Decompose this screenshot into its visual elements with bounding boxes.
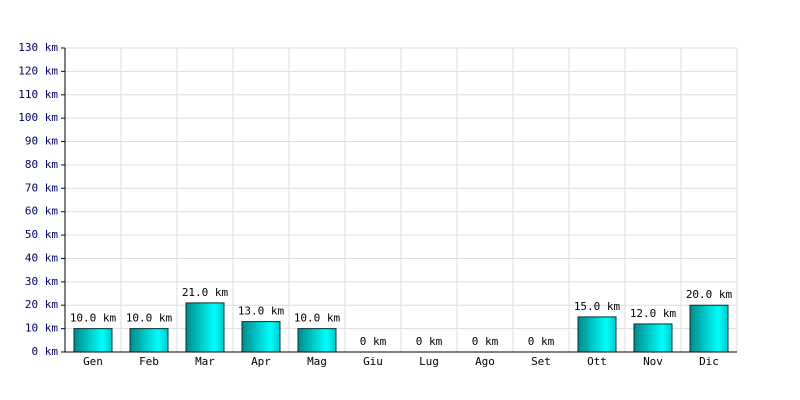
bar — [633, 323, 673, 353]
x-tick-label: Dic — [699, 355, 719, 368]
value-label: 10.0 km — [126, 312, 173, 325]
y-tick-label: 120 km — [18, 64, 58, 77]
value-label: 0 km — [528, 335, 555, 348]
y-tick-label: 60 km — [25, 205, 58, 218]
bar — [689, 304, 729, 353]
y-tick-label: 110 km — [18, 88, 58, 101]
x-tick-label: Nov — [643, 355, 663, 368]
value-label: 10.0 km — [294, 312, 341, 325]
y-tick-label: 130 km — [18, 41, 58, 54]
value-label: 15.0 km — [574, 300, 621, 313]
x-tick-label: Ott — [587, 355, 607, 368]
y-tick-label: 0 km — [32, 345, 59, 358]
bar — [241, 321, 281, 353]
value-label: 12.0 km — [630, 307, 677, 320]
value-label: 0 km — [360, 335, 387, 348]
x-tick-label: Giu — [363, 355, 383, 368]
x-tick-label: Lug — [419, 355, 439, 368]
value-label: 0 km — [472, 335, 499, 348]
bar — [297, 328, 337, 353]
y-tick-label: 10 km — [25, 322, 58, 335]
x-tick-label: Feb — [139, 355, 159, 368]
y-tick-label: 80 km — [25, 158, 58, 171]
value-label: 20.0 km — [686, 288, 733, 301]
value-label: 0 km — [416, 335, 443, 348]
y-tick-label: 50 km — [25, 228, 58, 241]
value-label: 10.0 km — [70, 312, 117, 325]
y-tick-label: 70 km — [25, 181, 58, 194]
y-tick-label: 30 km — [25, 275, 58, 288]
y-tick-label: 90 km — [25, 135, 58, 148]
x-tick-label: Set — [531, 355, 551, 368]
value-label: 21.0 km — [182, 286, 229, 299]
bar — [185, 302, 225, 353]
y-tick-label: 100 km — [18, 111, 58, 124]
x-tick-label: Ago — [475, 355, 495, 368]
y-tick-label: 20 km — [25, 298, 58, 311]
bar — [577, 316, 617, 353]
x-tick-label: Apr — [251, 355, 271, 368]
bar — [129, 328, 169, 353]
x-tick-label: Mar — [195, 355, 215, 368]
bar — [73, 328, 113, 353]
value-label: 13.0 km — [238, 305, 285, 318]
x-tick-label: Gen — [83, 355, 103, 368]
y-tick-label: 40 km — [25, 251, 58, 264]
x-tick-label: Mag — [307, 355, 327, 368]
